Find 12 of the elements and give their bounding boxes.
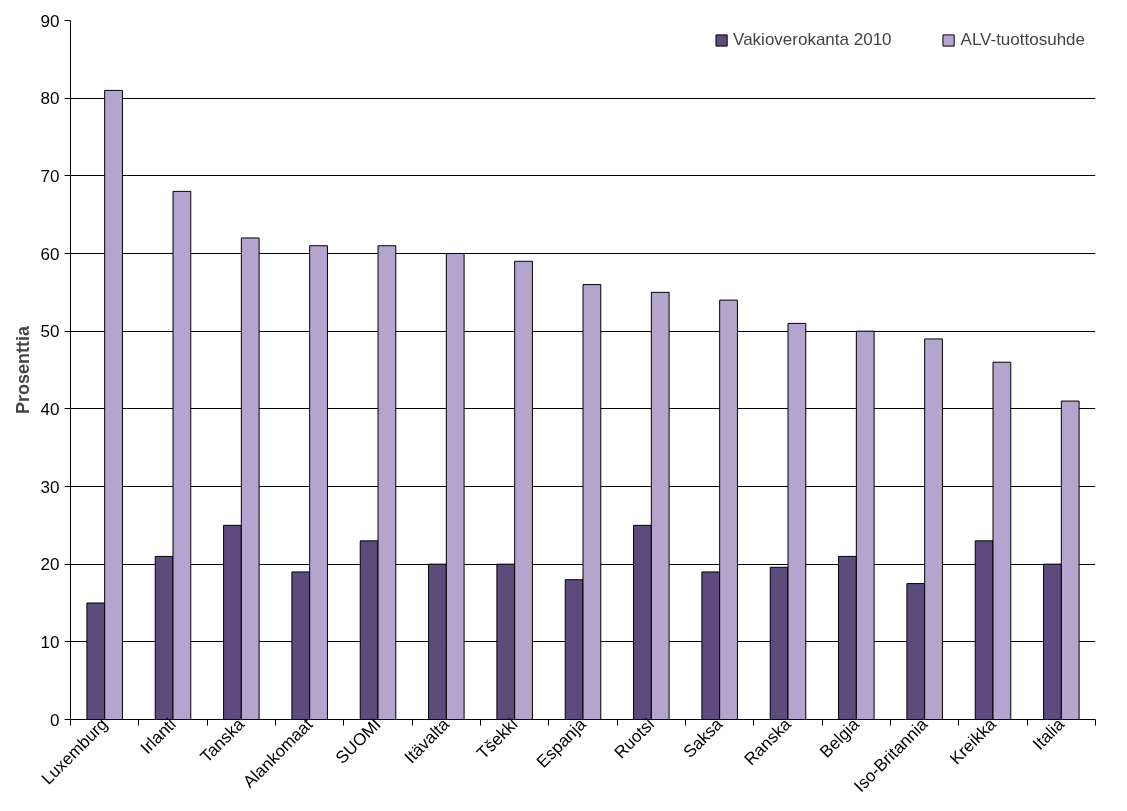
y-tick-label: 60 [40,244,60,264]
y-tick-label: 30 [40,477,60,497]
y-axis-title: Prosenttia [12,325,33,415]
y-tick-label: 20 [40,555,60,575]
y-tick-label: 40 [40,399,60,419]
y-tick-label: 90 [40,11,60,31]
y-tick-label: 70 [40,166,60,186]
y-tick-label: 80 [40,89,60,109]
y-tick-label: 50 [40,322,60,342]
y-tick-label: 10 [40,632,60,652]
legend-label: Vakioverokanta 2010 [733,30,892,50]
legend-label: ALV-tuottosuhde [960,30,1085,50]
